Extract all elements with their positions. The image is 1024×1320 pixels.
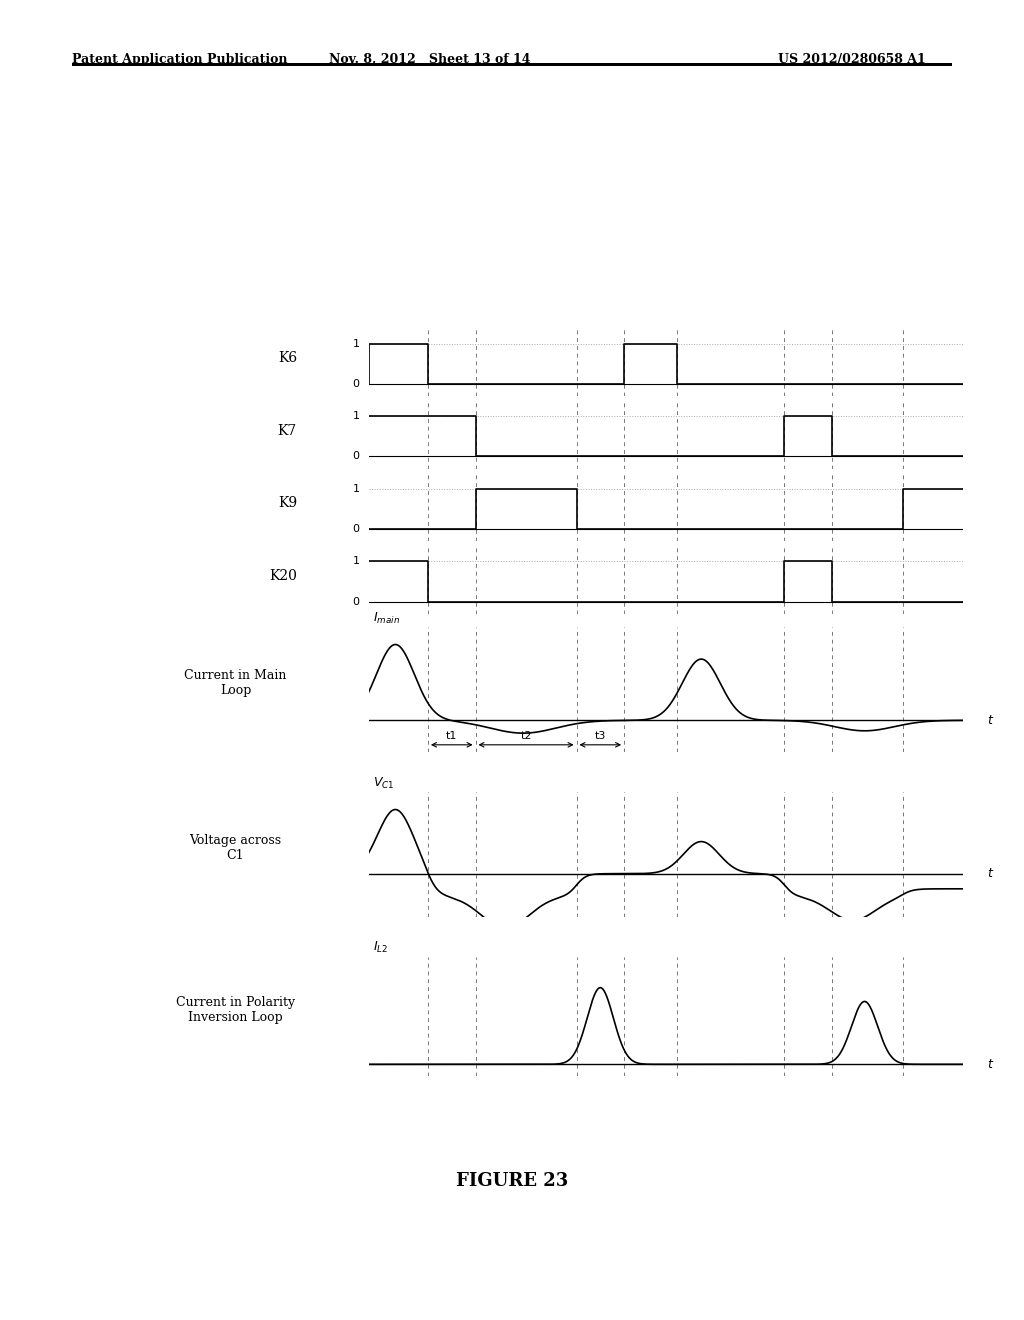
Text: t2: t2 <box>520 731 531 741</box>
Text: K9: K9 <box>278 496 297 511</box>
Text: Nov. 8, 2012   Sheet 13 of 14: Nov. 8, 2012 Sheet 13 of 14 <box>330 53 530 66</box>
Text: 0: 0 <box>352 379 359 389</box>
Text: 0: 0 <box>352 451 359 462</box>
Text: $I_{main}$: $I_{main}$ <box>374 611 400 626</box>
Text: t: t <box>987 714 992 727</box>
Text: t: t <box>987 867 992 880</box>
Text: $V_{C1}$: $V_{C1}$ <box>374 776 395 791</box>
Text: 1: 1 <box>352 411 359 421</box>
Text: 0: 0 <box>352 524 359 535</box>
Text: FIGURE 23: FIGURE 23 <box>456 1172 568 1191</box>
Text: 0: 0 <box>352 597 359 607</box>
Text: 1: 1 <box>352 556 359 566</box>
Text: Voltage across
C1: Voltage across C1 <box>189 834 282 862</box>
Text: Current in Polarity
Inversion Loop: Current in Polarity Inversion Loop <box>176 997 295 1024</box>
Text: 1: 1 <box>352 483 359 494</box>
Text: K7: K7 <box>278 424 297 438</box>
Text: K6: K6 <box>278 351 297 366</box>
Text: t1: t1 <box>446 731 458 741</box>
Text: $I_{L2}$: $I_{L2}$ <box>374 940 388 956</box>
Text: t3: t3 <box>595 731 606 741</box>
Text: US 2012/0280658 A1: US 2012/0280658 A1 <box>778 53 926 66</box>
Text: Current in Main
Loop: Current in Main Loop <box>184 669 287 697</box>
Text: t: t <box>987 1057 992 1071</box>
Text: K20: K20 <box>269 569 297 583</box>
Text: 1: 1 <box>352 338 359 348</box>
Text: Patent Application Publication: Patent Application Publication <box>72 53 287 66</box>
